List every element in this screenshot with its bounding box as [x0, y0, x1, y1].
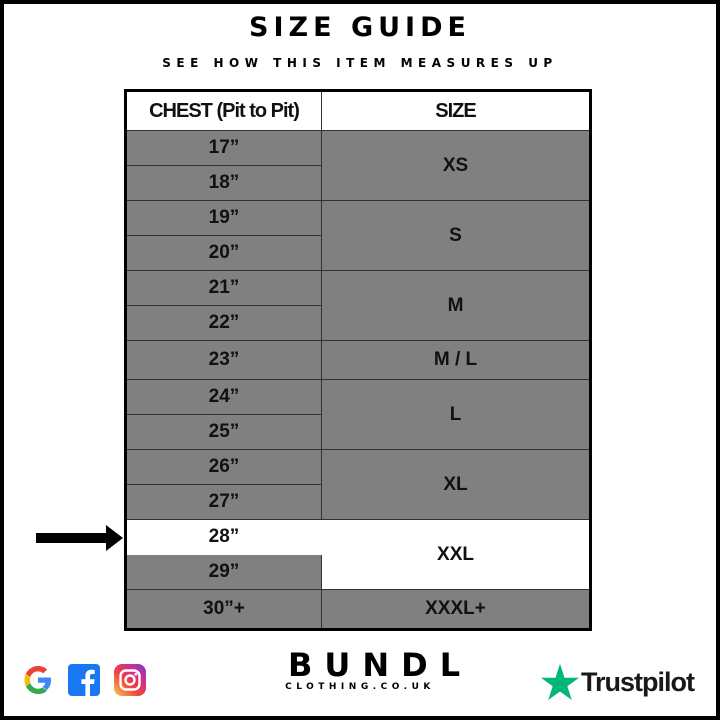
brand-url: CLOTHING.CO.UK [285, 682, 435, 692]
social-icons [22, 664, 146, 696]
size-cell: M [321, 270, 591, 341]
chest-cell: 20” [125, 235, 322, 271]
chest-cell: 29” [125, 554, 322, 590]
size-cell: L [321, 379, 591, 450]
size-cell-highlighted: XXL [321, 519, 591, 590]
chest-cell: 21” [125, 270, 322, 306]
chest-cell: 24” [125, 379, 322, 415]
header-size: SIZE [321, 90, 591, 131]
chest-cell: 17” [125, 130, 322, 166]
instagram-icon[interactable] [114, 664, 146, 696]
size-cell: M / L [321, 340, 591, 380]
header-chest: CHEST (Pit to Pit) [125, 90, 322, 131]
trustpilot-star-icon [541, 664, 579, 700]
chest-cell: 25” [125, 414, 322, 450]
chest-cell: 23” [125, 340, 322, 380]
size-table: CHEST (Pit to Pit) SIZE 17” XS 18” 19” S 20… [124, 89, 592, 631]
page-subtitle: SEE HOW THIS ITEM MEASURES UP [162, 56, 558, 70]
facebook-icon[interactable] [68, 664, 100, 696]
trustpilot-logo[interactable]: Trustpilot [541, 664, 695, 700]
size-cell: XS [321, 130, 591, 201]
chest-cell: 30”+ [125, 589, 322, 630]
chest-cell-highlighted: 28” [125, 519, 322, 555]
page-title: SIZE GUIDE [249, 12, 471, 43]
size-cell: XXXL+ [321, 589, 591, 630]
brand-logo: BUNDL CLOTHING.CO.UK [278, 646, 473, 692]
chest-cell: 18” [125, 165, 322, 201]
size-cell: XL [321, 449, 591, 520]
chest-cell: 26” [125, 449, 322, 485]
chest-cell: 22” [125, 305, 322, 341]
brand-name: BUNDL [288, 646, 473, 684]
chest-cell: 27” [125, 484, 322, 520]
chest-cell: 19” [125, 200, 322, 236]
google-icon[interactable] [22, 664, 54, 696]
size-cell: S [321, 200, 591, 271]
arrow-right-icon [36, 525, 123, 551]
trustpilot-text: Trustpilot [581, 666, 695, 697]
